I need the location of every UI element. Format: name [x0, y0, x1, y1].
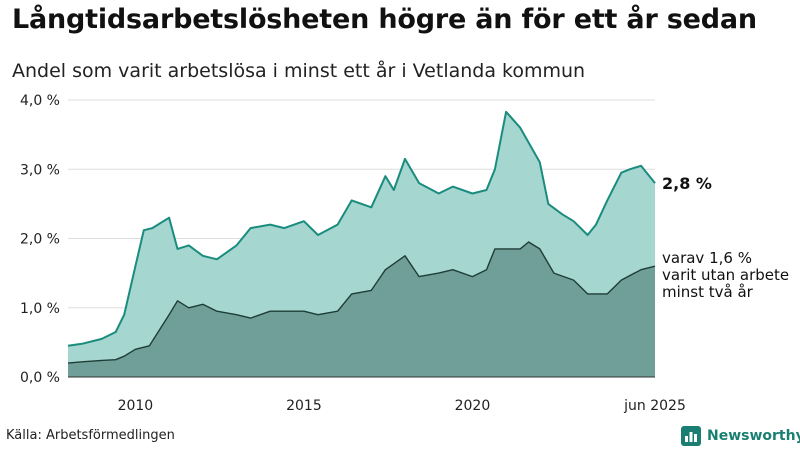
end-label-long-line: minst två år	[662, 283, 754, 301]
line-long	[67, 241, 656, 364]
source-note: Källa: Arbetsförmedlingen	[6, 428, 175, 443]
y-tick-label: 0,0 %	[20, 370, 60, 386]
line-total	[67, 110, 656, 347]
y-tick-label: 1,0 %	[20, 301, 60, 317]
chart-lines	[67, 110, 656, 364]
y-tick-label: 2,0 %	[20, 232, 60, 248]
area-long	[68, 242, 655, 377]
chart-subtitle: Andel som varit arbetslösa i minst ett å…	[12, 60, 586, 82]
end-label-total: 2,8 %	[662, 174, 712, 193]
end-label-long: varav 1,6 % varit utan arbete minst två år	[662, 249, 789, 301]
x-tick-label: 2020	[455, 398, 491, 414]
x-tick-label: 2015	[286, 398, 322, 414]
y-tick-label: 3,0 %	[20, 162, 60, 178]
end-labels: 2,8 % varav 1,6 % varit utan arbete minst t…	[662, 174, 789, 301]
chart-title: Långtidsarbetslösheten högre än för ett …	[12, 4, 757, 35]
x-tick-label: 2010	[118, 398, 154, 414]
chart-areas	[68, 111, 655, 378]
axis-labels: 0,0 % 1,0 % 2,0 % 3,0 % 4,0 % 2010 2015 2020 jun…	[20, 93, 686, 414]
x-tick-label: jun 2025	[623, 398, 686, 414]
y-tick-label: 4,0 %	[20, 93, 60, 109]
end-label-long-line: varit utan arbete	[662, 266, 789, 284]
end-label-long-line: varav 1,6 %	[662, 249, 752, 267]
brand-name: Newsworthy	[707, 428, 800, 444]
brand-logo: Newsworthy	[681, 426, 800, 446]
bar-chart-icon	[681, 426, 701, 446]
